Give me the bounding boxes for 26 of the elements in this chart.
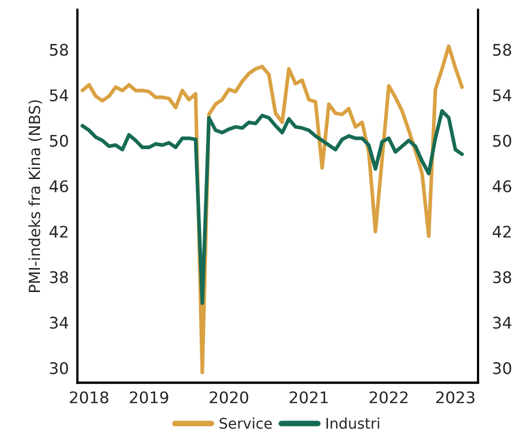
y-tick-label: 54	[50, 89, 68, 102]
x-tick-label: 2021	[290, 391, 328, 404]
y-tick-label: 46	[50, 180, 68, 192]
y2-tick-label: 30	[493, 362, 512, 374]
legend-label: Industri	[326, 418, 380, 429]
legend-label: Service	[220, 418, 272, 429]
line-series	[80, 109, 464, 305]
x-tick-label: 2023	[436, 391, 474, 404]
y-tick-label: 42	[50, 226, 68, 238]
y2-tick-label: 50	[493, 134, 512, 147]
y2-tick-label: 58	[493, 44, 512, 56]
y2-tick-label: 46	[492, 180, 512, 192]
y2-tick-label: 34	[493, 316, 512, 329]
y-tick-label: 30	[50, 362, 68, 374]
x-tick-label: 2020	[210, 391, 248, 404]
y-tick-label: 50	[50, 134, 68, 147]
y-tick-label: 58	[50, 44, 68, 56]
y2-tick-label: 42	[492, 226, 511, 238]
y-tick-label: 34	[50, 316, 68, 329]
x-tick-label: 2019	[130, 391, 168, 404]
y-tick-label: 38	[50, 271, 68, 284]
y2-tick-label: 54	[493, 89, 512, 102]
y-axis-title: PMI-indeks fra Kina (NBS)	[28, 100, 42, 292]
x-tick-label: 2022	[370, 391, 408, 404]
x-tick-label: 2018	[70, 391, 108, 404]
y2-tick-label: 38	[493, 271, 512, 284]
